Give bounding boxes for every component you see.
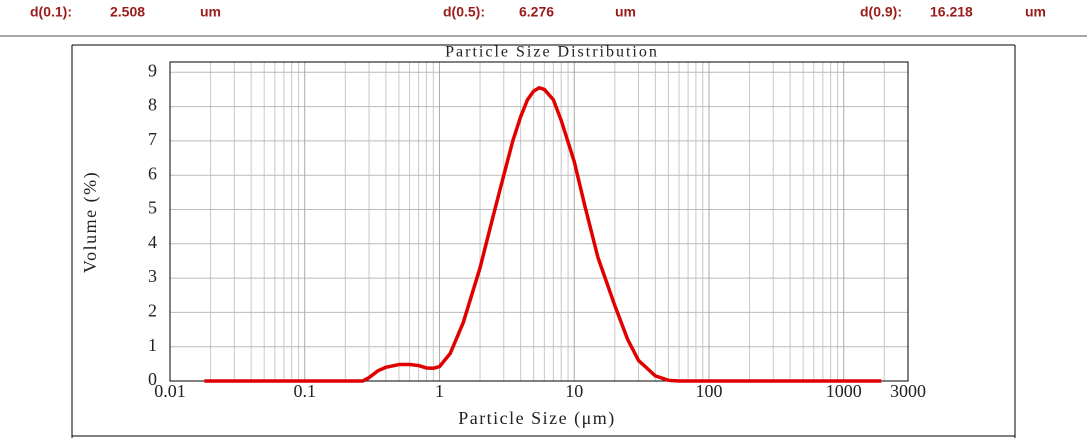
y-tick-label: 1 [148, 335, 157, 355]
x-tick-label: 1000 [826, 381, 862, 401]
x-tick-label: 10 [565, 381, 583, 401]
header-unit: um [1025, 4, 1046, 20]
y-tick-label: 8 [148, 95, 157, 115]
x-tick-label: 0.01 [154, 381, 186, 401]
header-unit: um [615, 4, 636, 20]
y-tick-label: 7 [148, 129, 157, 149]
header-label: d(0.9): [860, 4, 902, 20]
header-value: 6.276 [519, 4, 554, 20]
line-series [204, 85, 882, 383]
y-axis-title: Volume (%) [80, 171, 101, 273]
header-label: d(0.1): [30, 4, 72, 20]
y-tick-label: 4 [148, 232, 157, 252]
y-tick-label: 2 [148, 301, 157, 321]
y-tick-label: 6 [148, 163, 157, 183]
chart-title: Particle Size Distribution [445, 44, 659, 61]
x-tick-label: 100 [695, 381, 722, 401]
x-axis-title: Particle Size (μm) [458, 408, 616, 429]
header-unit: um [200, 4, 221, 20]
x-tick-label: 0.1 [293, 381, 316, 401]
y-tick-label: 5 [148, 198, 157, 218]
header-value: 2.508 [110, 4, 145, 20]
x-tick-label: 1 [435, 381, 444, 401]
y-tick-label: 3 [148, 266, 157, 286]
y-tick-label: 0 [148, 369, 157, 389]
header-label: d(0.5): [443, 4, 485, 20]
header-value: 16.218 [930, 4, 973, 20]
plot-frame [169, 61, 909, 382]
y-tick-label: 9 [148, 60, 157, 80]
x-tick-label: 3000 [890, 381, 926, 401]
